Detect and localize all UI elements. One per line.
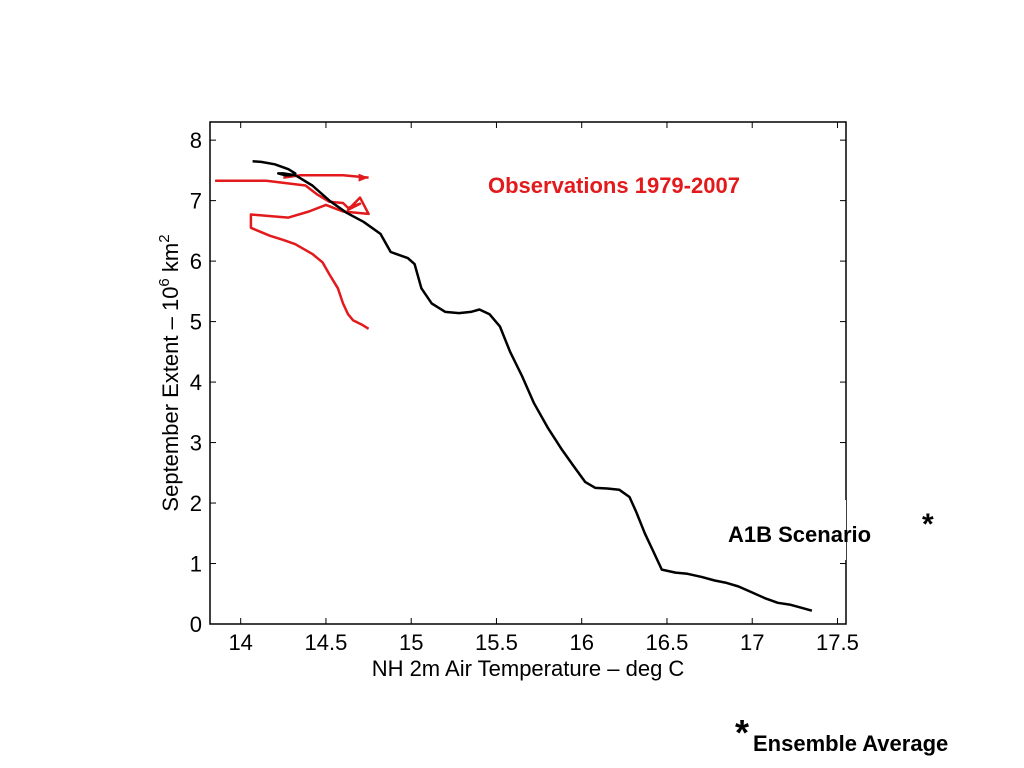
y-tick-label: 6	[190, 249, 202, 274]
x-tick-label: 17	[740, 630, 764, 655]
scenario-asterisk: *	[922, 508, 934, 541]
y-ticks: 0 1 2 3 4 5 6 7 8	[190, 128, 846, 637]
y-tick-label: 3	[190, 431, 202, 456]
x-ticks: 14 14.5 15 15.5 16 16.5 17 17.5	[228, 122, 859, 655]
footnote-text: Ensemble Average	[753, 731, 949, 756]
x-tick-label: 15.5	[475, 630, 518, 655]
x-axis-label: NH 2m Air Temperature – deg C	[372, 656, 685, 681]
series-layer	[215, 160, 813, 612]
y-label-exp1: 6	[156, 278, 173, 286]
y-tick-label: 1	[190, 552, 202, 577]
footnote-asterisk: *	[735, 712, 750, 753]
scenario-label: A1B Scenario	[728, 522, 872, 547]
series-line	[252, 160, 813, 612]
y-label-exp2: 2	[156, 234, 173, 242]
y-tick-label: 4	[190, 370, 202, 395]
scenario-label-backdrop	[718, 500, 846, 560]
y-tick-label: 5	[190, 310, 202, 335]
x-tick-label: 14	[228, 630, 252, 655]
y-label-mid: km	[158, 243, 183, 278]
y-tick-label: 0	[190, 612, 202, 637]
y-tick-label: 8	[190, 128, 202, 153]
y-tick-label: 7	[190, 189, 202, 214]
observations-label: Observations 1979-2007	[488, 173, 740, 198]
y-axis-label: September Extent – 106 km2	[156, 234, 183, 511]
x-tick-label: 14.5	[305, 630, 348, 655]
arrow-head	[358, 173, 369, 182]
y-tick-label: 2	[190, 491, 202, 516]
y-label-pre: September Extent – 10	[158, 287, 183, 512]
series-line	[215, 179, 370, 330]
x-tick-label: 16	[569, 630, 593, 655]
x-tick-label: 15	[399, 630, 423, 655]
x-tick-label: 16.5	[646, 630, 689, 655]
x-tick-label: 17.5	[816, 630, 859, 655]
